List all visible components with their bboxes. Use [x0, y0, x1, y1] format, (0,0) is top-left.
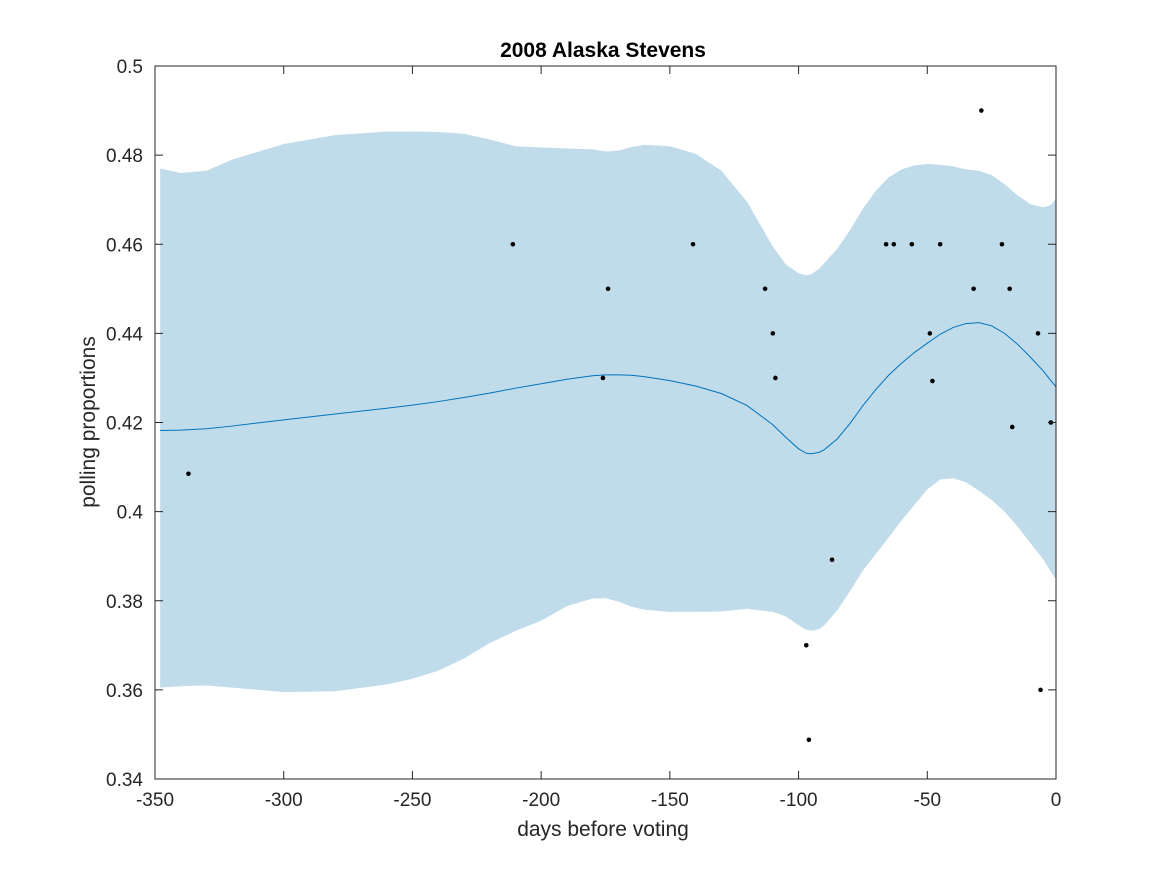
data-point	[891, 241, 897, 247]
x-tick-label: 0	[1051, 790, 1062, 811]
data-point	[803, 643, 809, 648]
data-point	[937, 241, 943, 247]
x-tick-label: -250	[393, 790, 431, 811]
x-tick-label: -50	[914, 790, 941, 811]
x-axis-label: days before voting	[517, 818, 689, 841]
data-point	[829, 557, 835, 563]
data-point	[1038, 687, 1043, 693]
data-point	[186, 471, 191, 477]
data-points	[186, 108, 1054, 743]
x-tick-label: -300	[265, 790, 303, 811]
data-point	[1009, 424, 1015, 430]
y-tick-label: 0.42	[106, 414, 143, 435]
data-point	[930, 378, 935, 384]
data-point	[690, 241, 696, 247]
x-tick-label: -150	[651, 790, 689, 811]
y-tick-label: 0.48	[106, 146, 143, 167]
y-axis-label: polling proportions	[77, 336, 100, 508]
y-tick-label: 0.46	[106, 235, 143, 256]
data-point	[773, 375, 778, 381]
x-tick-label: -200	[522, 790, 560, 811]
x-tick-label: -350	[136, 790, 174, 811]
mean-line	[160, 322, 1057, 455]
y-tick-label: 0.36	[106, 681, 143, 702]
data-point	[806, 737, 812, 743]
data-point	[927, 331, 933, 336]
y-tick-label: 0.4	[117, 503, 144, 524]
data-point	[510, 241, 516, 247]
y-tick-label: 0.38	[106, 592, 143, 613]
data-point	[971, 286, 976, 292]
y-tick-label: 0.44	[106, 324, 143, 345]
x-axis: -350 -300 -250 -200 -150 -100 -50 0	[136, 66, 1061, 811]
y-axis: 0.34 0.36 0.38 0.4 0.42 0.44 0.46 0.48 0.5	[106, 57, 1056, 791]
y-tick-label: 0.34	[106, 770, 143, 791]
data-point	[979, 108, 984, 113]
data-point	[762, 286, 768, 292]
chart-title: 2008 Alaska Stevens	[500, 39, 706, 62]
data-point	[999, 241, 1005, 247]
data-point	[605, 286, 611, 292]
y-tick-label: 0.5	[117, 57, 143, 78]
data-point	[1007, 286, 1012, 292]
data-point	[1035, 331, 1041, 336]
data-point	[770, 331, 776, 336]
data-point	[883, 241, 889, 247]
data-point	[600, 375, 606, 381]
data-point	[909, 241, 915, 247]
x-tick-label: -100	[780, 790, 818, 811]
confidence-band	[160, 131, 1056, 693]
